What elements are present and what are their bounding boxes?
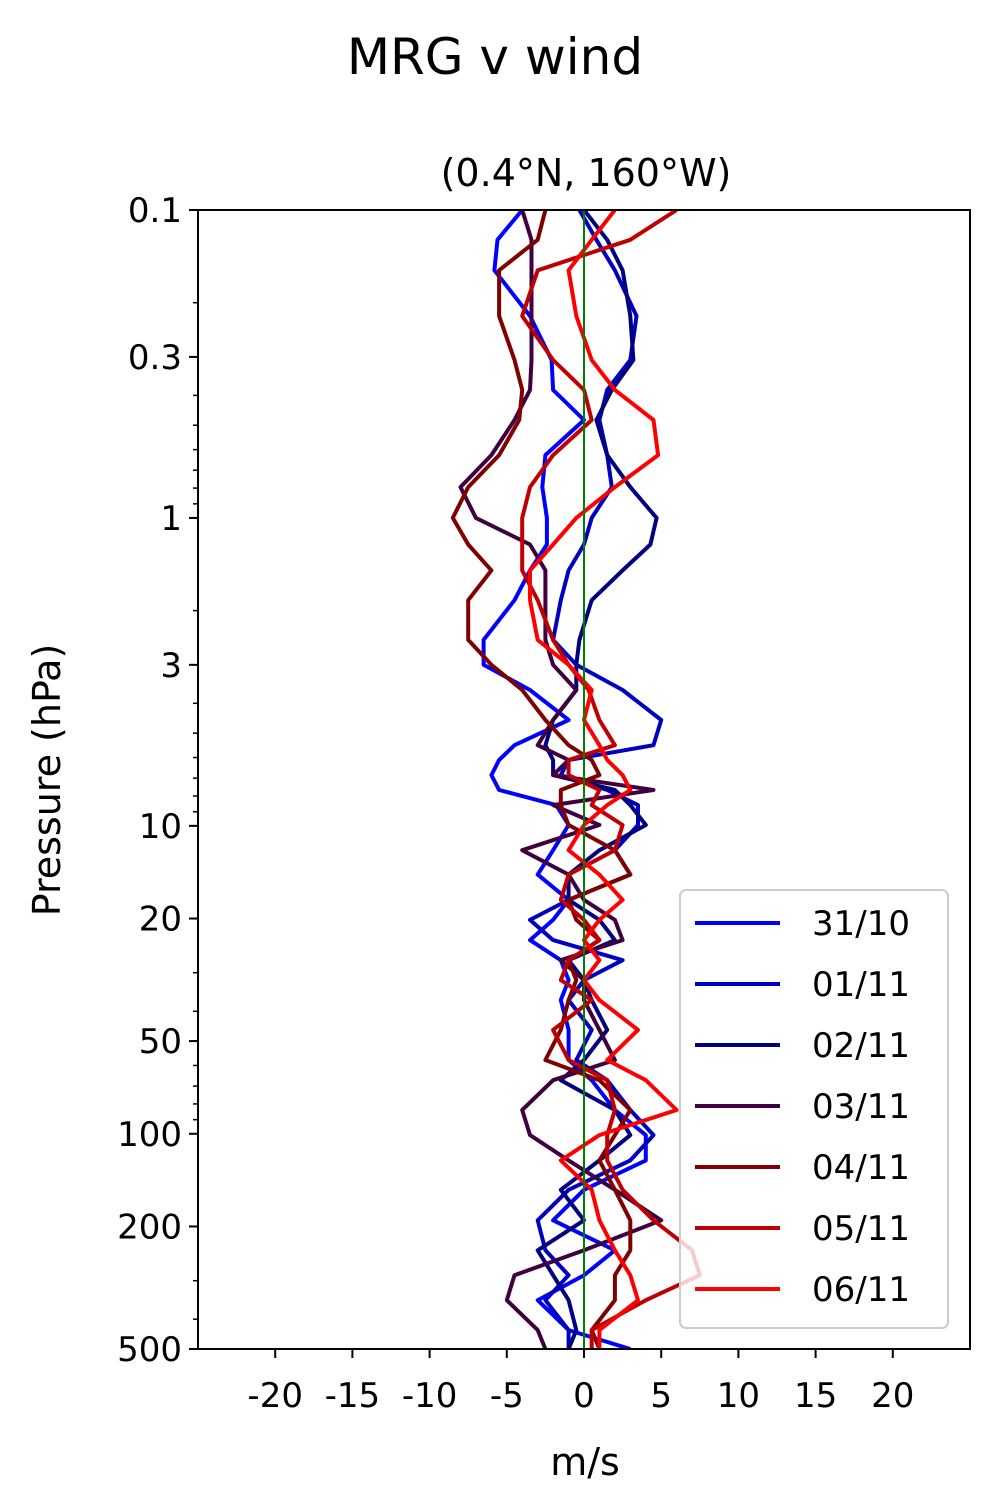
ticks-layer: -20 -15 -10 -5 0 5 10 15 20 0.1 0.3 1 3 10 20 50 100 200 5…: [117, 191, 914, 1416]
legend: 31/10 01/11 02/11 03/11 04/11 05/11 06/11: [679, 889, 949, 1329]
y-tick-label: 200: [117, 1207, 182, 1247]
y-tick-label: 20: [139, 900, 182, 940]
legend-label: 05/11: [812, 1209, 910, 1249]
x-tick-label: -5: [490, 1376, 524, 1416]
y-tick-label: 0.3: [128, 338, 182, 378]
x-tick-label: 10: [717, 1376, 760, 1416]
chart-subtitle: (0.4°N, 160°W): [441, 151, 732, 195]
y-tick-label: 500: [117, 1330, 182, 1370]
x-tick-label: 5: [650, 1376, 672, 1416]
legend-item: 03/11: [695, 1087, 910, 1127]
y-tick-label: 1: [160, 499, 182, 539]
series-layer: [450, 210, 702, 1349]
legend-item: 31/10: [695, 904, 910, 944]
x-tick-label: -20: [247, 1376, 303, 1416]
series-line-31-10: [481, 210, 648, 1349]
series-line-03-11: [458, 210, 664, 1349]
y-tick-label: 3: [160, 646, 182, 686]
legend-item: 01/11: [695, 965, 910, 1005]
x-tick-label: -10: [402, 1376, 458, 1416]
legend-item: 04/11: [695, 1148, 910, 1188]
legend-label: 01/11: [812, 965, 910, 1005]
x-tick-label: 20: [871, 1376, 914, 1416]
plot-frame: [197, 209, 971, 1350]
x-axis-label: m/s: [550, 1440, 620, 1484]
legend-label: 02/11: [812, 1026, 910, 1066]
legend-label: 03/11: [812, 1087, 910, 1127]
legend-item: 05/11: [695, 1209, 910, 1249]
legend-item: 06/11: [695, 1270, 910, 1310]
y-tick-label: 0.1: [128, 191, 182, 231]
legend-label: 06/11: [812, 1270, 910, 1310]
legend-label: 04/11: [812, 1148, 910, 1188]
y-axis-label: Pressure (hPa): [25, 644, 69, 917]
y-tick-label: 10: [139, 807, 182, 847]
x-tick-label: -15: [325, 1376, 381, 1416]
y-tick-label: 100: [117, 1115, 182, 1155]
series-line-04-11: [450, 210, 633, 1349]
legend-box: [679, 889, 949, 1329]
chart-title: MRG v wind: [347, 28, 643, 86]
series-line-02-11: [535, 210, 659, 1349]
series-line-05-11: [520, 210, 702, 1349]
x-tick-label: 0: [573, 1376, 595, 1416]
legend-label: 31/10: [812, 904, 910, 944]
series-line-06-11: [528, 210, 679, 1349]
legend-item: 02/11: [695, 1026, 910, 1066]
x-tick-label: 15: [794, 1376, 837, 1416]
y-tick-label: 50: [139, 1022, 182, 1062]
